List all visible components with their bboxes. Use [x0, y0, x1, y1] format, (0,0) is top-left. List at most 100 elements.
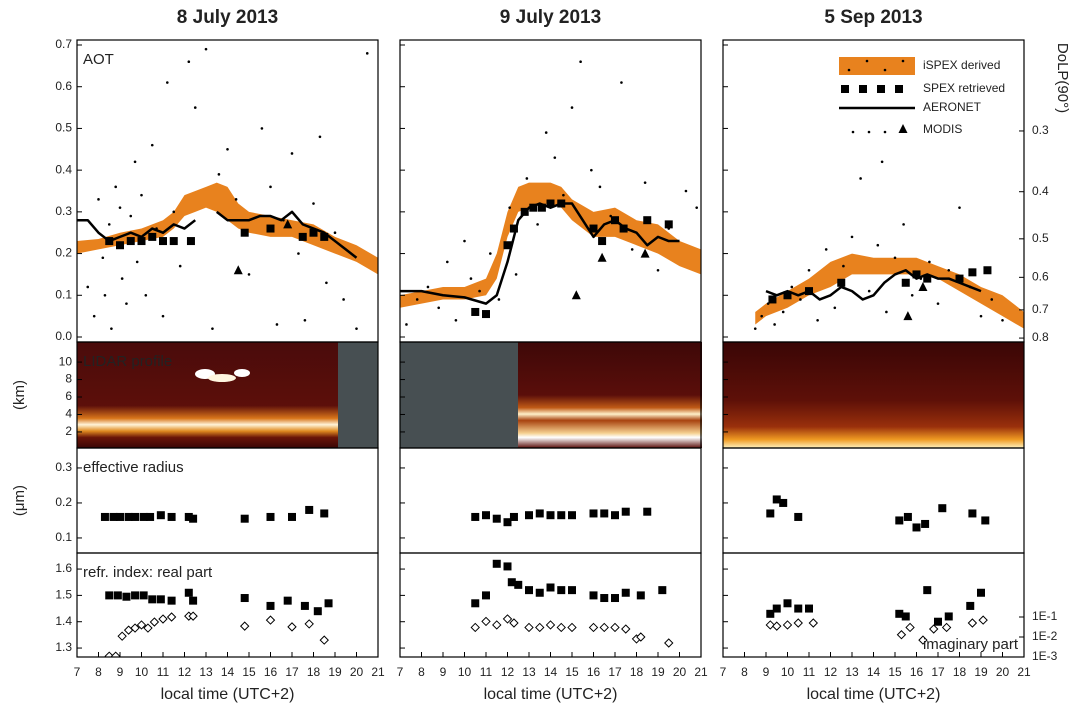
square-marker	[621, 507, 630, 516]
y-tick-label: 0.3	[55, 460, 72, 474]
square-marker	[509, 512, 518, 521]
dot	[269, 185, 272, 189]
square-marker	[535, 509, 544, 518]
square-marker	[589, 509, 598, 518]
triangle-marker	[640, 248, 650, 258]
dot	[365, 52, 369, 55]
diamond-marker	[918, 635, 928, 645]
square-marker	[482, 310, 490, 319]
y2-tick-label: 1E-3	[1032, 649, 1058, 663]
square-marker	[895, 609, 904, 618]
y-tick-label: 10	[59, 354, 73, 368]
square-marker	[895, 516, 904, 525]
y2-tick-label: 0.6	[1032, 270, 1049, 284]
dot	[478, 289, 481, 293]
x-axis-label: local time (UTC+2)	[807, 686, 941, 703]
dot	[990, 298, 994, 301]
square-marker	[189, 514, 198, 523]
dot	[684, 189, 688, 193]
diamond-marker	[896, 630, 907, 640]
dot	[415, 298, 419, 301]
dot	[318, 135, 322, 139]
y-tick-label: 0.0	[55, 329, 72, 343]
square-marker	[320, 232, 329, 241]
y-tick-label: 1.6	[55, 561, 72, 575]
diamond-marker	[524, 622, 534, 633]
x-tick-label: 14	[221, 665, 235, 679]
square-marker	[525, 511, 533, 520]
legend-label: AERONET	[923, 100, 982, 114]
square-marker	[482, 511, 490, 520]
square-marker	[636, 591, 645, 600]
square-marker	[557, 511, 566, 520]
dot	[342, 298, 345, 301]
square-marker	[122, 592, 131, 601]
diamond-marker	[104, 651, 114, 657]
y-tick-label: 2	[65, 424, 72, 438]
y-tick-label: 6	[65, 389, 72, 403]
diamond-marker	[941, 622, 952, 633]
legend-swatch	[841, 85, 849, 93]
panel-data	[753, 160, 1024, 330]
square-marker	[934, 617, 942, 626]
dot	[101, 256, 105, 260]
y-tick-label: 0.5	[55, 121, 72, 135]
y-tick-label: 0.1	[55, 530, 72, 544]
diamond-marker	[166, 612, 177, 622]
y2-tick-label: 0.5	[1032, 231, 1049, 245]
square-marker	[912, 270, 921, 279]
square-marker	[938, 504, 947, 513]
dot	[97, 198, 100, 201]
square-marker	[611, 594, 619, 603]
square-marker	[503, 518, 512, 527]
diamond-marker	[158, 614, 168, 624]
square-marker	[186, 237, 195, 246]
legend-label: iSPEX derived	[923, 58, 1000, 72]
panel-frame	[399, 552, 702, 658]
square-marker	[156, 511, 165, 520]
dot	[135, 260, 139, 264]
aeronet-line	[77, 210, 358, 259]
y2-tick-label: 0.4	[1032, 184, 1049, 198]
square-marker	[116, 241, 124, 250]
dot	[166, 81, 169, 84]
square-marker	[266, 601, 275, 610]
y-tick-label: 0.4	[55, 162, 72, 176]
diamond-marker	[793, 618, 803, 628]
legend-swatch	[859, 85, 867, 93]
square-marker	[137, 237, 146, 246]
square-marker	[977, 588, 985, 597]
diamond-marker	[502, 614, 513, 624]
x-tick-label: 9	[117, 665, 124, 679]
legend-dot	[847, 68, 851, 72]
x-tick-label: 11	[480, 665, 493, 679]
panel-data	[104, 588, 333, 657]
dot	[133, 160, 137, 164]
square-marker	[148, 232, 157, 241]
dot	[1001, 319, 1004, 322]
dot	[553, 156, 557, 159]
x-tick-label: 20	[996, 665, 1010, 679]
dot	[489, 252, 492, 255]
x-tick-label: 16	[910, 665, 924, 679]
dot	[333, 231, 337, 235]
square-marker	[600, 594, 609, 603]
square-marker	[589, 591, 598, 600]
square-marker	[768, 295, 777, 304]
dot	[161, 314, 165, 318]
dot	[842, 264, 845, 268]
column-title: 9 July 2013	[500, 7, 601, 28]
plot-area: 8 July 2013 0.0 0.1 0.2 0.3 0.4 0.5 0.6 0.7 AOT 2 4…	[11, 7, 1071, 703]
x-tick-label: 16	[264, 665, 278, 679]
dot	[303, 319, 307, 322]
square-marker	[503, 241, 512, 250]
square-marker	[240, 228, 249, 237]
y-axis-label: (km)	[11, 380, 28, 410]
diamond-marker	[287, 622, 297, 632]
x-tick-label: 17	[931, 665, 945, 679]
panel-data	[100, 505, 329, 523]
dot	[454, 319, 458, 322]
y-tick-label: 0.7	[55, 37, 72, 51]
dot	[290, 152, 294, 155]
diamond-marker	[808, 618, 819, 628]
